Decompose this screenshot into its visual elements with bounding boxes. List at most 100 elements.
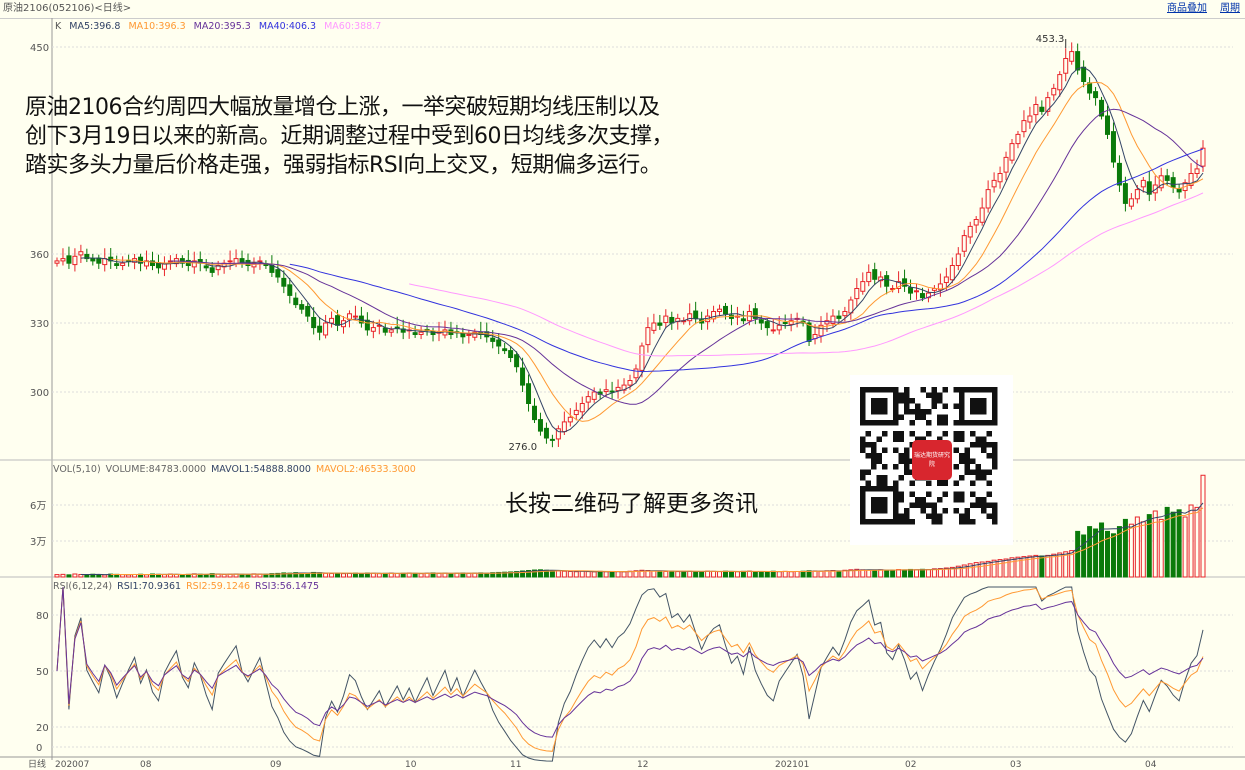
qr-module bbox=[871, 409, 877, 415]
qr-module bbox=[942, 414, 948, 420]
candle-body bbox=[90, 258, 96, 262]
candle-body bbox=[1069, 51, 1075, 62]
volume-bar bbox=[1057, 552, 1063, 578]
qr-module bbox=[871, 464, 877, 470]
qr-module bbox=[992, 519, 998, 525]
rsi2-line bbox=[56, 586, 1204, 752]
qr-module bbox=[992, 398, 998, 404]
candle-body bbox=[1063, 58, 1069, 74]
candle-body bbox=[1075, 51, 1081, 71]
volume-bar bbox=[502, 571, 508, 578]
commodity-overlay-link[interactable]: 商品叠加 bbox=[1167, 3, 1207, 14]
qr-module bbox=[981, 387, 987, 393]
qr-module bbox=[915, 414, 921, 420]
volume-bar bbox=[717, 571, 723, 578]
qr-module bbox=[865, 480, 871, 486]
qr-module bbox=[926, 491, 932, 497]
rsi-tick-label: 80 bbox=[36, 611, 49, 622]
qr-module bbox=[882, 502, 888, 508]
qr-module bbox=[981, 469, 987, 475]
volume-tick-label: 3万 bbox=[30, 537, 46, 548]
candle-body bbox=[209, 267, 215, 273]
legend-ma10: MA10:396.3 bbox=[128, 21, 186, 32]
candle-body bbox=[693, 310, 699, 319]
volume-bar bbox=[878, 569, 884, 578]
qr-module bbox=[992, 447, 998, 453]
volume-bar bbox=[866, 569, 872, 578]
qr-module bbox=[915, 497, 921, 503]
qr-module bbox=[986, 513, 992, 519]
qr-module bbox=[981, 436, 987, 442]
volume-bar bbox=[376, 573, 382, 578]
qr-module bbox=[909, 491, 915, 497]
volume-bar bbox=[520, 570, 526, 578]
qr-module bbox=[904, 469, 910, 475]
qr-module bbox=[871, 387, 877, 393]
qr-module bbox=[871, 458, 877, 464]
volume-bar bbox=[705, 570, 711, 578]
candle-body bbox=[651, 322, 657, 331]
qr-module bbox=[959, 414, 965, 420]
qr-module bbox=[970, 420, 976, 426]
x-tick-label: 12 bbox=[637, 760, 648, 770]
volume-bar bbox=[1093, 528, 1099, 578]
candle-body bbox=[1134, 189, 1140, 200]
candle-body bbox=[967, 225, 973, 238]
volume-bar bbox=[585, 571, 591, 578]
qr-module bbox=[964, 464, 970, 470]
qr-module bbox=[937, 420, 943, 426]
qr-module bbox=[865, 431, 871, 437]
volume-tick-label: 6万 bbox=[30, 501, 46, 512]
candle-body bbox=[860, 281, 866, 292]
candle-body bbox=[126, 259, 132, 262]
qr-module bbox=[975, 469, 981, 475]
qr-module bbox=[865, 453, 871, 459]
candle-body bbox=[818, 324, 824, 337]
candle-body bbox=[275, 269, 281, 278]
qr-module bbox=[970, 409, 976, 415]
qr-module bbox=[865, 387, 871, 393]
qr-module bbox=[975, 420, 981, 426]
qr-module bbox=[953, 387, 959, 393]
qr-module bbox=[871, 442, 877, 448]
qr-module bbox=[986, 431, 992, 437]
qr-module bbox=[931, 519, 937, 525]
candle-body bbox=[1194, 168, 1200, 174]
qr-module bbox=[876, 387, 882, 393]
qr-module bbox=[898, 519, 904, 525]
qr-module bbox=[876, 475, 882, 481]
candle-body bbox=[770, 329, 776, 332]
qr-module bbox=[904, 453, 910, 459]
qr-module bbox=[970, 519, 976, 525]
qr-logo: 瑞达期货研究院 bbox=[912, 440, 952, 480]
qr-module bbox=[893, 513, 899, 519]
volume-bar bbox=[346, 572, 352, 578]
candle-body bbox=[364, 319, 370, 331]
qr-module bbox=[986, 502, 992, 508]
qr-module bbox=[904, 508, 910, 514]
volume-bar bbox=[102, 574, 108, 578]
qr-module bbox=[876, 403, 882, 409]
rsi1-line bbox=[56, 586, 1204, 762]
qr-module bbox=[926, 431, 932, 437]
candle-body bbox=[943, 276, 949, 284]
qr-module bbox=[975, 475, 981, 481]
qr-module bbox=[865, 469, 871, 475]
candle-body bbox=[991, 179, 997, 188]
price-tick-label: 360 bbox=[30, 250, 49, 261]
qr-module bbox=[986, 469, 992, 475]
volume-bar bbox=[848, 569, 854, 578]
qr-module bbox=[970, 431, 976, 437]
candle-body bbox=[639, 345, 645, 371]
volume-bar bbox=[1033, 554, 1039, 578]
qr-module bbox=[964, 453, 970, 459]
qr-module bbox=[909, 431, 915, 437]
volume-bar bbox=[448, 573, 454, 578]
legend-k: K bbox=[55, 21, 62, 32]
qr-module bbox=[860, 469, 866, 475]
qr-module bbox=[876, 458, 882, 464]
volume-bar bbox=[1152, 510, 1158, 578]
legend-ma60: MA60:388.7 bbox=[324, 21, 382, 32]
period-link[interactable]: 周期 bbox=[1220, 3, 1240, 14]
